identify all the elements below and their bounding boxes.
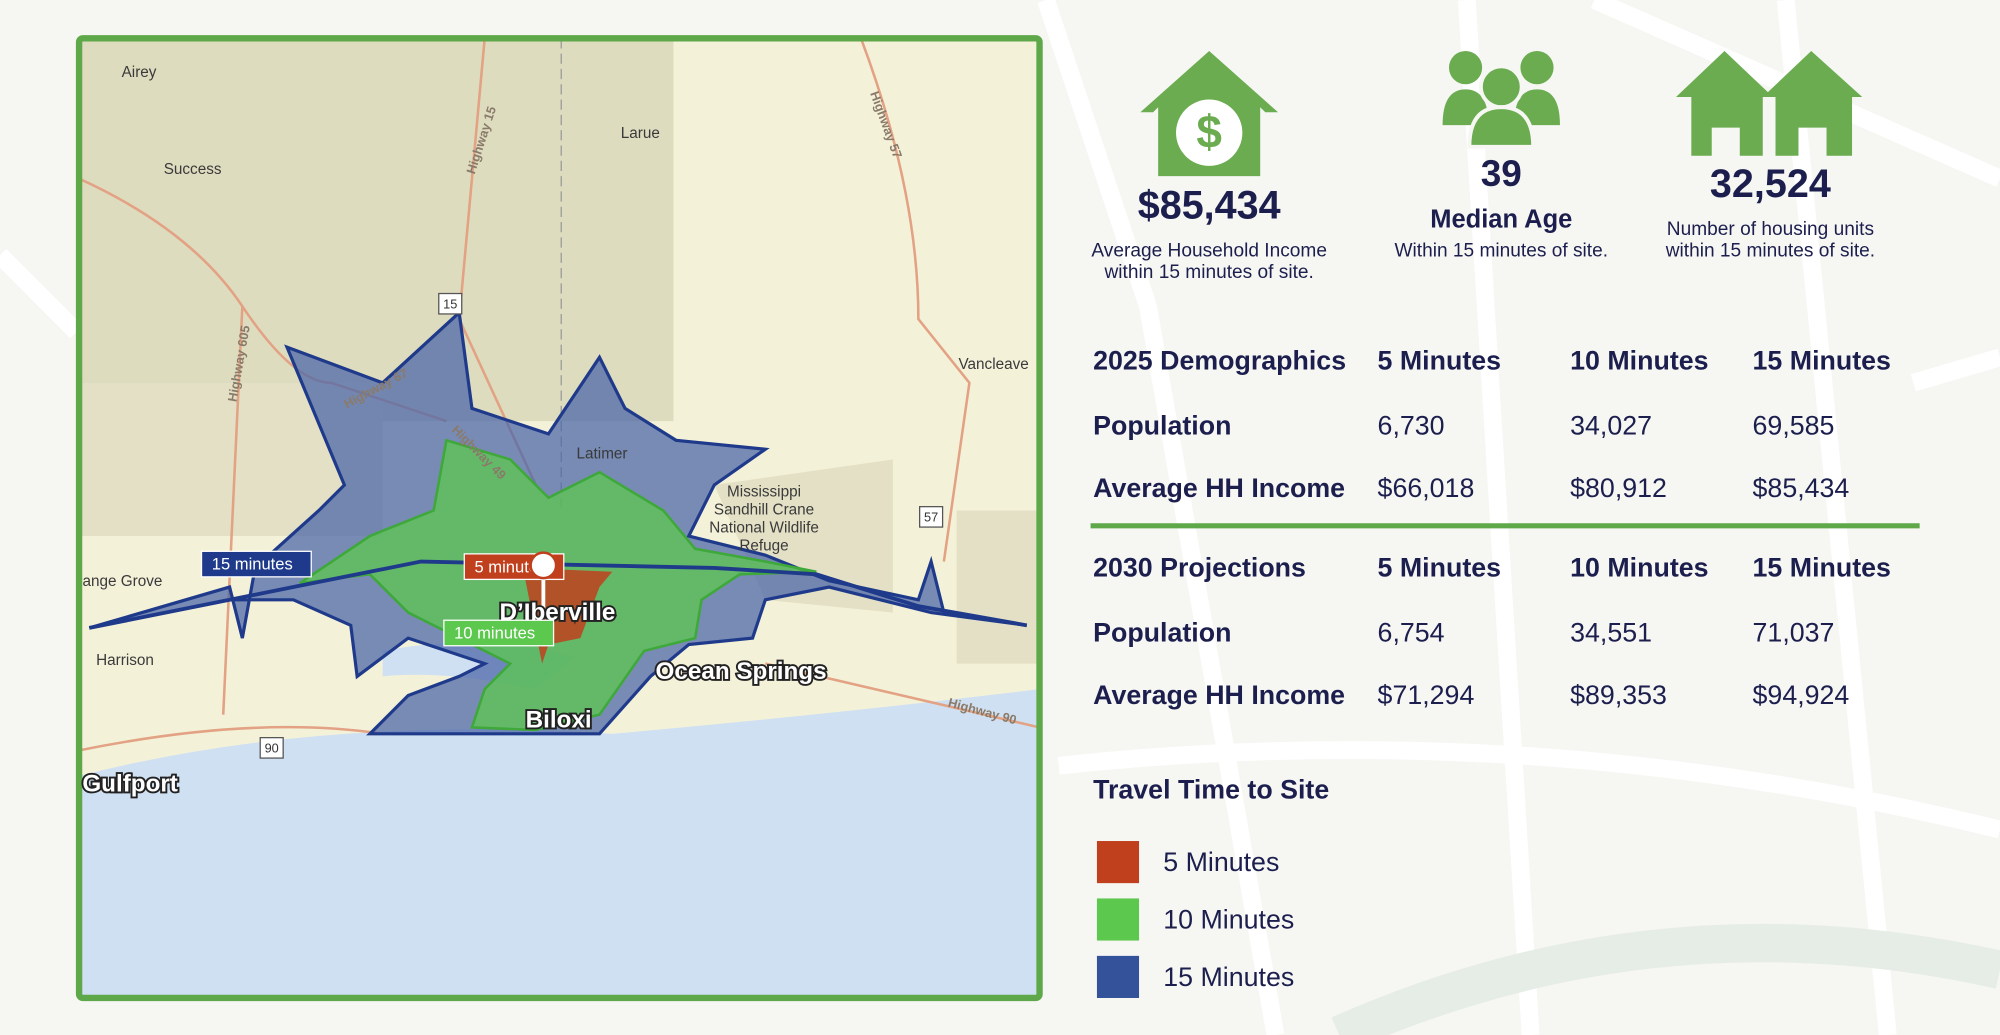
map-label: Ocean Springs [656,658,827,685]
map-label: Refuge [739,537,788,554]
table-cell: $85,434 [1753,473,1850,503]
map-frame [75,35,1043,1002]
table-cell: 6,730 [1378,411,1445,441]
stat-value: $85,434 [1138,183,1281,227]
route-number: 90 [265,741,279,756]
coin [1176,99,1243,166]
table-header: 15 Minutes [1753,346,1891,376]
table-header: 10 Minutes [1570,346,1708,376]
table-cell: $66,018 [1378,473,1475,503]
map-label: Sandhill Crane [714,502,814,519]
house-icon [1762,51,1863,156]
site-pin [529,551,558,580]
table-cell: Population [1093,411,1231,441]
map-label: ange Grove [82,573,162,590]
map-label: Latimer [577,445,628,462]
interstate [88,559,1028,630]
legend-label: 5 Minutes [1163,847,1279,877]
stat-title: Median Age [1430,206,1572,234]
table-cell: Average HH Income [1093,473,1345,503]
map-label: Harrison [96,652,154,669]
person-body [1442,89,1560,126]
route-shield [259,737,284,759]
route-number: 57 [924,510,938,525]
route-shield [919,506,944,528]
map-label: Biloxi [526,706,592,733]
legend-swatch [1096,841,1140,884]
table-cell: 71,037 [1753,617,1835,647]
table-cell: $89,353 [1570,680,1667,710]
person-body [1467,105,1536,149]
map-label: D’Iberville [499,599,615,626]
table-cell: 69,585 [1753,411,1835,441]
table-header: 5 Minutes [1378,552,1501,582]
map-label: Mississippi [727,484,801,501]
table-cell: 34,027 [1570,411,1652,441]
table-cell: Average HH Income [1093,680,1345,710]
forest [79,38,674,422]
table-header: 5 Minutes [1378,346,1501,376]
isochrone-tag [443,619,555,647]
map-label: National Wildlife [709,519,819,536]
isochrone-tag [200,550,312,578]
isochrone-tag-label: 5 minutes [474,557,546,576]
icons: $ [1140,51,1863,177]
water [79,689,1040,998]
stat-caption: within 15 minutes of site. [1104,262,1314,283]
map-label: Vancleave [958,356,1028,373]
route-shield [438,292,463,315]
table-cell: $94,924 [1753,680,1850,710]
table-header: 10 Minutes [1570,552,1708,582]
stat-caption: Average Household Income [1091,240,1327,261]
stat-caption: Number of housing units [1667,219,1874,240]
map-label: Gulfport [82,770,178,797]
stat-caption: within 15 minutes of site. [1665,240,1875,261]
table-header: 2025 Demographics [1093,346,1346,376]
stat-value: 39 [1481,153,1522,194]
stat-value: 32,524 [1710,162,1831,206]
legend-title: Travel Time to Site [1093,774,1329,804]
isochrone-tag-label: 15 minutes [212,555,293,574]
map-label: Larue [621,125,660,142]
legend-swatch [1096,955,1140,998]
table-header: 15 Minutes [1753,552,1891,582]
map-label: Success [164,161,222,178]
person-icon [1520,51,1554,85]
legend-label: 10 Minutes [1163,904,1294,934]
person-icon [1448,51,1483,85]
table-cell: 6,754 [1378,617,1445,647]
legend-label: 15 Minutes [1163,962,1294,992]
table-cell: $80,912 [1570,473,1667,503]
table-cell: Population [1093,617,1231,647]
dollar-sign: $ [1196,105,1222,157]
table-header: 2030 Projections [1093,552,1306,582]
table-cell: $71,294 [1378,680,1475,710]
house-icon [1676,51,1773,156]
map-label: Airey [122,64,157,81]
table-cell: 34,551 [1570,617,1652,647]
route-number: 15 [443,296,457,311]
map [79,38,1040,998]
legend-swatch [1096,898,1140,941]
stat-caption: Within 15 minutes of site. [1394,240,1608,261]
person-icon [1478,64,1524,110]
isochrone-tag-label: 10 minutes [454,624,535,643]
